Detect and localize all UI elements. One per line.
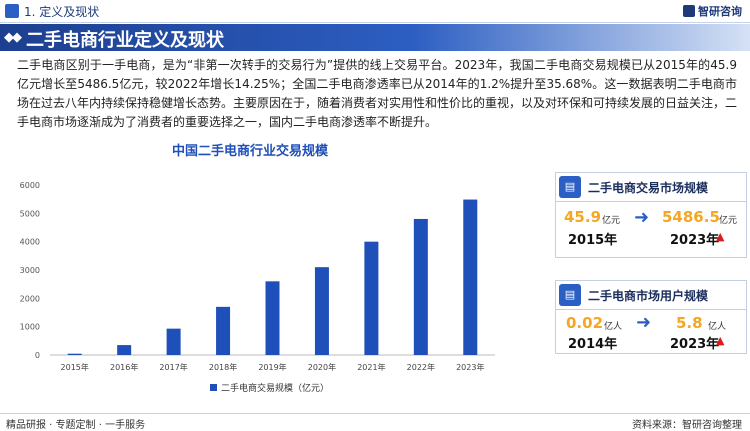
y-tick-label: 6000 xyxy=(20,181,40,190)
logo-text: 智研咨询 xyxy=(698,5,742,18)
from-value: 45.9 xyxy=(564,208,602,226)
y-tick-label: 3000 xyxy=(20,266,40,275)
card-header: ▤ 二手电商市场用户规模 xyxy=(556,281,746,310)
up-arrow-icon: ▲ xyxy=(716,230,725,243)
y-tick-label: 1000 xyxy=(20,323,40,332)
double-chevron-icon: ◆◆ xyxy=(4,30,22,45)
to-year: 2023年 xyxy=(670,337,720,352)
footer: 精品研报 · 专题定制 · 一手服务 资料来源：智研咨询整理 xyxy=(0,413,750,431)
to-year: 2023年 xyxy=(670,233,720,248)
bar xyxy=(67,353,82,355)
x-tick-label: 2016年 xyxy=(110,362,138,372)
top-divider xyxy=(0,22,750,23)
y-tick-label: 4000 xyxy=(20,238,40,247)
arrow-right-icon: ➜ xyxy=(634,207,650,228)
to-unit: 亿人 xyxy=(708,322,727,332)
bar xyxy=(216,306,231,355)
x-tick-label: 2017年 xyxy=(159,362,187,372)
up-arrow-icon: ▲ xyxy=(716,334,725,347)
arrow-right-icon: ➜ xyxy=(636,312,652,333)
from-unit: 亿人 xyxy=(604,322,623,332)
y-tick-label: 0 xyxy=(35,351,40,360)
bar xyxy=(166,328,181,355)
from-year: 2014年 xyxy=(568,337,618,352)
card-title: 二手电商市场用户规模 xyxy=(588,289,709,303)
card-header: ▤ 二手电商交易市场规模 xyxy=(556,173,746,202)
x-tick-label: 2023年 xyxy=(456,362,484,372)
bar xyxy=(314,267,329,355)
y-tick-label: 2000 xyxy=(20,294,40,303)
x-tick-label: 2020年 xyxy=(308,362,336,372)
x-tick-label: 2022年 xyxy=(407,362,435,372)
y-tick-label: 5000 xyxy=(20,209,40,218)
legend-swatch xyxy=(210,384,217,391)
from-value: 0.02 xyxy=(566,314,604,332)
card-title: 二手电商交易市场规模 xyxy=(588,181,709,195)
to-unit: 亿元 xyxy=(719,216,738,226)
x-tick-label: 2019年 xyxy=(258,362,286,372)
bar-chart: 0 1000 2000 3000 4000 5000 6000 2015年 2016年 2017… xyxy=(20,181,495,394)
legend-label: 二手电商交易规模（亿元） xyxy=(221,382,329,394)
top-bar: 1. 定义及现状 智研咨询 xyxy=(0,0,750,22)
to-value: 5486.5 xyxy=(662,208,720,226)
card-transaction-scale: ▤ 二手电商交易市场规模 45.9 亿元 2015年 ➜ 5486.5 亿元 2… xyxy=(555,172,747,258)
brand-logo: 智研咨询 xyxy=(683,3,742,19)
bar xyxy=(265,281,280,355)
bar xyxy=(117,345,132,355)
bar xyxy=(364,241,379,355)
title-band: ◆◆ 二手电商行业定义及现状 xyxy=(0,24,750,51)
chart-badge-icon: ▤ xyxy=(559,284,581,306)
logo-mark-icon xyxy=(683,5,695,17)
x-tick-label: 2021年 xyxy=(357,362,385,372)
footer-slogan: 精品研报 · 专题定制 · 一手服务 xyxy=(6,420,146,431)
chart-title: 中国二手电商行业交易规模 xyxy=(171,144,328,159)
from-year: 2015年 xyxy=(568,233,618,248)
to-value: 5.8 xyxy=(676,314,703,332)
chart-badge-icon: ▤ xyxy=(559,176,581,198)
card-user-scale: ▤ 二手电商市场用户规模 0.02 亿人 2014年 ➜ 5.8 亿人 2023… xyxy=(555,280,747,354)
page-title: 二手电商行业定义及现状 xyxy=(26,30,224,51)
bar xyxy=(463,199,478,355)
intro-paragraph: 二手电商区别于一手电商，是为“非第一次转手的交易行为”提供的线上交易平台。202… xyxy=(17,58,738,129)
from-unit: 亿元 xyxy=(602,216,621,226)
section-title: 1. 定义及现状 xyxy=(24,5,100,19)
footer-source: 资料来源：智研咨询整理 xyxy=(632,420,742,431)
x-tick-label: 2015年 xyxy=(61,362,89,372)
bar xyxy=(413,218,428,355)
section-icon xyxy=(5,4,19,18)
x-tick-label: 2018年 xyxy=(209,362,237,372)
